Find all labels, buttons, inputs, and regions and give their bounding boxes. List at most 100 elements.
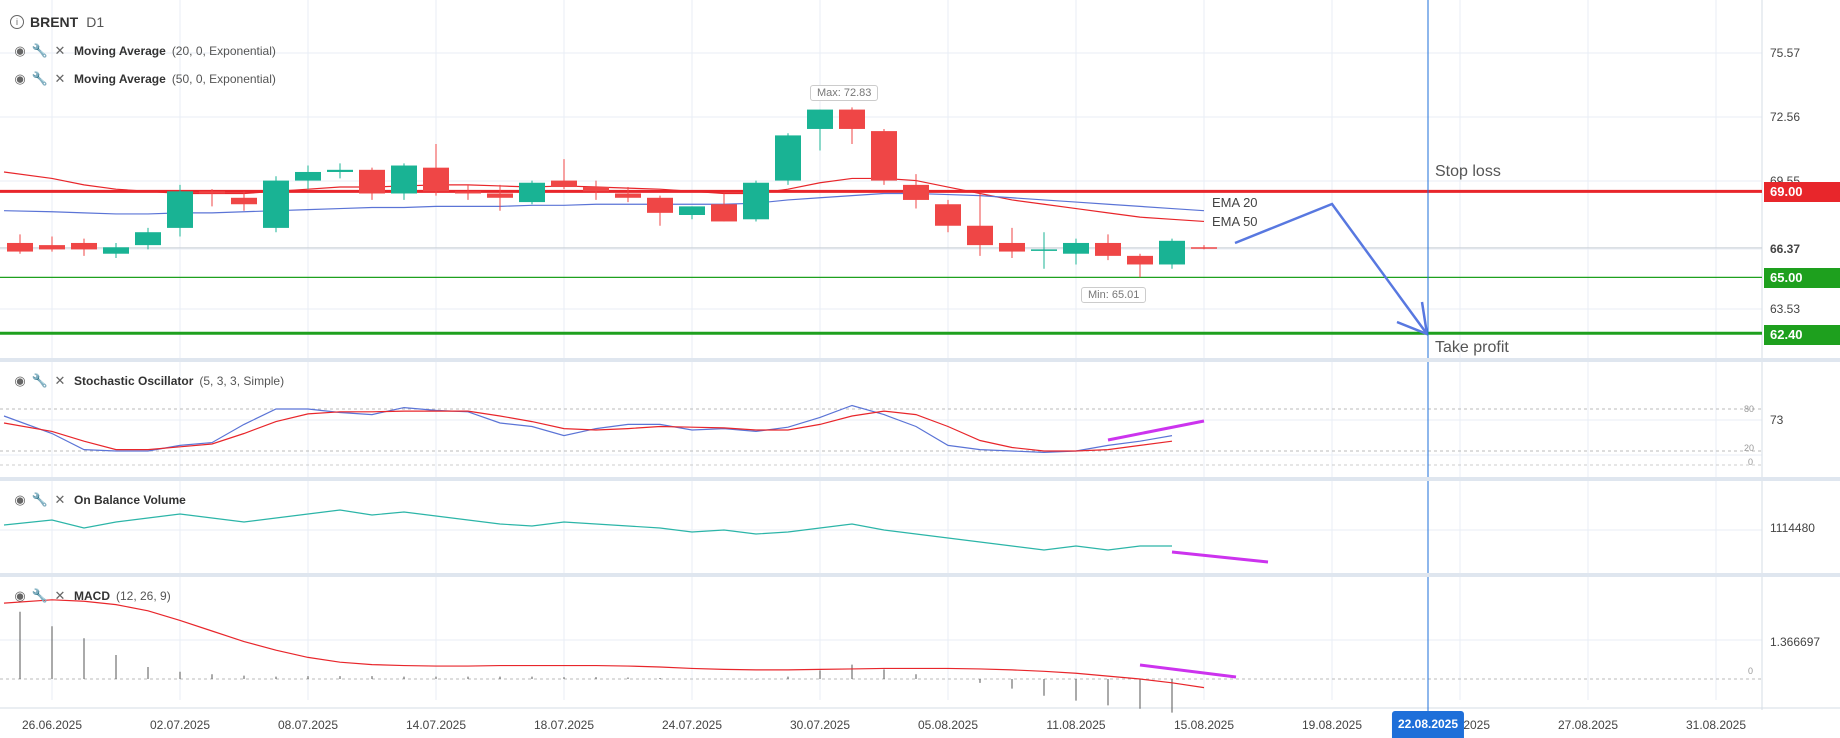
eye-icon[interactable]: ◉ bbox=[14, 43, 26, 58]
stoch-axis-label: 73 bbox=[1770, 413, 1784, 427]
candle-body bbox=[615, 193, 641, 198]
close-icon[interactable]: ✕ bbox=[54, 43, 66, 58]
candle-body bbox=[423, 167, 449, 192]
indicator-name: Moving Average bbox=[74, 72, 166, 86]
take-profit-label: Take profit bbox=[1435, 339, 1509, 356]
info-circle-icon[interactable]: i bbox=[10, 15, 24, 29]
stop-loss-label: Stop loss bbox=[1435, 163, 1501, 180]
ema50-line bbox=[3, 192, 1205, 215]
candle-body bbox=[391, 165, 417, 194]
stoch-d-line bbox=[3, 410, 1173, 452]
indicator-params: (50, 0, Exponential) bbox=[171, 72, 276, 86]
obv-line bbox=[3, 509, 1269, 564]
date-axis-label: 24.07.2025 bbox=[661, 718, 723, 732]
indicator-name: MACD bbox=[74, 589, 110, 603]
wrench-icon[interactable]: 🔧 bbox=[31, 373, 49, 388]
level-price-tag[interactable]: 65.00 bbox=[1764, 268, 1840, 288]
pane-separator[interactable] bbox=[0, 573, 1840, 577]
close-icon[interactable]: ✕ bbox=[54, 492, 66, 507]
candle-body bbox=[519, 182, 545, 203]
stoch-k-line bbox=[3, 404, 1173, 454]
symbol-header: i BRENT D1 bbox=[10, 14, 104, 30]
indicator-name: On Balance Volume bbox=[74, 493, 186, 507]
candle-body bbox=[71, 242, 97, 250]
legend-ma20: ◉ 🔧 ✕ Moving Average (20, 0, Exponential… bbox=[10, 42, 276, 60]
candle-body bbox=[999, 242, 1025, 252]
candle-body bbox=[167, 191, 193, 228]
candle-body bbox=[487, 193, 513, 198]
candle-body bbox=[583, 187, 609, 192]
date-axis-label: 27.08.2025 bbox=[1557, 718, 1619, 732]
close-icon[interactable]: ✕ bbox=[54, 71, 66, 86]
date-axis-label: 26.06.2025 bbox=[21, 718, 83, 732]
candle-body bbox=[1063, 242, 1089, 254]
candle-body bbox=[263, 180, 289, 228]
macd-axis-label: 1.366697 bbox=[1770, 635, 1821, 649]
ema-lines bbox=[3, 171, 1205, 223]
date-axis-label: 31.08.2025 bbox=[1685, 718, 1747, 732]
wrench-icon[interactable]: 🔧 bbox=[31, 43, 49, 58]
date-axis-label: 05.08.2025 bbox=[917, 718, 979, 732]
candle-body bbox=[679, 206, 705, 215]
close-icon[interactable]: ✕ bbox=[54, 373, 66, 388]
candle-body bbox=[1127, 255, 1153, 265]
legend-stochastic: ◉ 🔧 ✕ Stochastic Oscillator (5, 3, 3, Si… bbox=[10, 372, 284, 390]
candle-body bbox=[743, 182, 769, 220]
close-icon[interactable]: ✕ bbox=[54, 588, 66, 603]
macd-signal-line bbox=[3, 599, 1205, 689]
take-profit-price-tag[interactable]: 62.40 bbox=[1764, 325, 1840, 345]
chart-grid bbox=[0, 0, 1840, 710]
indicator-params: (20, 0, Exponential) bbox=[171, 44, 276, 58]
price-axis-label: 75.57 bbox=[1770, 46, 1801, 60]
candle-body bbox=[711, 204, 737, 222]
stoch-level-0: 0 bbox=[1748, 457, 1754, 467]
candle-body bbox=[903, 184, 929, 200]
ema20-label: EMA 20 bbox=[1212, 195, 1258, 210]
candle-body bbox=[647, 197, 673, 213]
pane-separator[interactable] bbox=[0, 477, 1840, 481]
pane-separator[interactable] bbox=[0, 358, 1840, 362]
stochastic-lines bbox=[0, 404, 1762, 466]
divergence-line bbox=[1171, 550, 1269, 564]
candle-body bbox=[1191, 247, 1217, 249]
candle-body bbox=[295, 171, 321, 181]
min-price-bubble: Min: 65.01 bbox=[1081, 287, 1147, 303]
legend-obv: ◉ 🔧 ✕ On Balance Volume bbox=[10, 491, 192, 509]
max-price-bubble: Max: 72.83 bbox=[810, 85, 879, 101]
candle-body bbox=[807, 109, 833, 129]
forecast-arrowhead bbox=[1396, 301, 1429, 336]
wrench-icon[interactable]: 🔧 bbox=[31, 71, 49, 86]
obv-axis-label: 1114480 bbox=[1770, 521, 1815, 535]
divergence-line bbox=[1139, 663, 1237, 679]
candle-body bbox=[39, 245, 65, 250]
candle-body bbox=[199, 191, 225, 194]
symbol-name: BRENT bbox=[30, 14, 79, 30]
eye-icon[interactable]: ◉ bbox=[14, 373, 26, 388]
candle-body bbox=[1031, 249, 1057, 251]
legend-ma50: ◉ 🔧 ✕ Moving Average (50, 0, Exponential… bbox=[10, 70, 276, 88]
stoch-level-20: 20 bbox=[1744, 443, 1755, 453]
divergence-line bbox=[1107, 419, 1205, 442]
legend-macd: ◉ 🔧 ✕ MACD (12, 26, 9) bbox=[10, 587, 170, 605]
candle-body bbox=[935, 204, 961, 226]
candle-body bbox=[7, 242, 33, 252]
date-axis-label: 14.07.2025 bbox=[405, 718, 467, 732]
date-axis-label: 18.07.2025 bbox=[533, 718, 595, 732]
candle-body bbox=[231, 197, 257, 205]
date-axis-label: 08.07.2025 bbox=[277, 718, 339, 732]
eye-icon[interactable]: ◉ bbox=[14, 71, 26, 86]
eye-icon[interactable]: ◉ bbox=[14, 588, 26, 603]
macd-zero-label: 0 bbox=[1748, 666, 1754, 676]
candle-body bbox=[871, 131, 897, 181]
stoch-level-80: 80 bbox=[1744, 404, 1755, 414]
candle-body bbox=[455, 191, 481, 194]
eye-icon[interactable]: ◉ bbox=[14, 492, 26, 507]
candle-body bbox=[103, 247, 129, 254]
wrench-icon[interactable]: 🔧 bbox=[31, 492, 49, 507]
stop-loss-price-tag[interactable]: 69.00 bbox=[1764, 182, 1840, 202]
wrench-icon[interactable]: 🔧 bbox=[31, 588, 49, 603]
date-axis-label: 30.07.2025 bbox=[789, 718, 851, 732]
candles bbox=[7, 107, 1217, 278]
candle-body bbox=[359, 169, 385, 194]
